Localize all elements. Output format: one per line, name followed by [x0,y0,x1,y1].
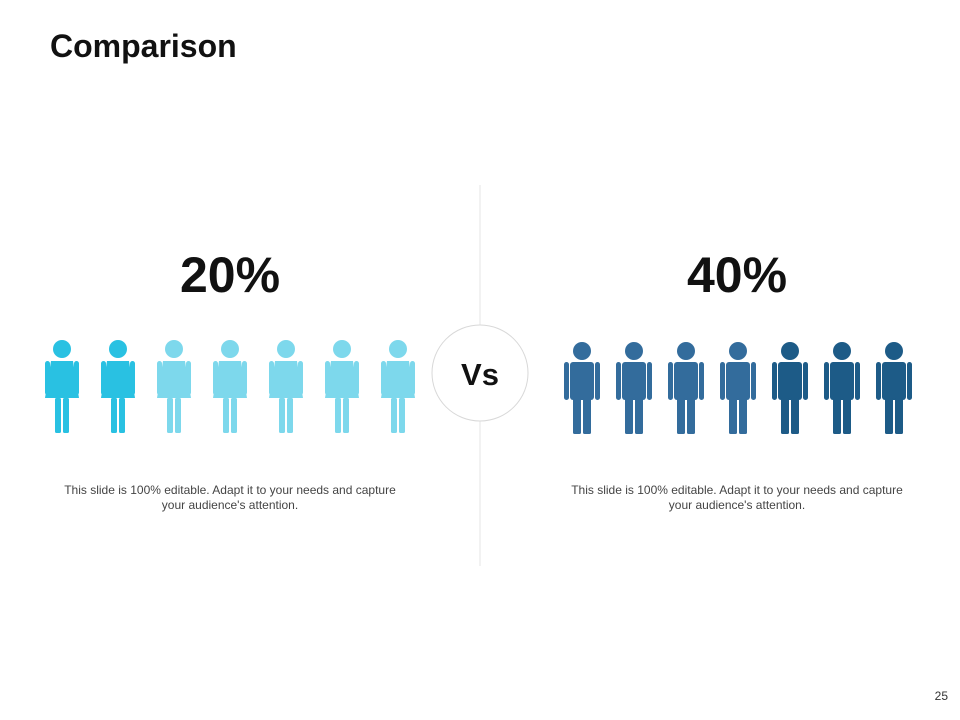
woman-icon [381,340,415,433]
right-percent: 40% [686,247,788,303]
vs-circle [431,324,529,422]
right-icons [564,342,912,434]
page-number: 25 [934,689,948,703]
woman-icon [213,340,247,433]
woman-icon [325,340,359,433]
left-icons [45,340,415,433]
man-icon [720,342,756,434]
man-icon [564,342,600,434]
woman-icon [157,340,191,433]
right-description: This slide is 100% editable. Adapt it to… [571,483,903,512]
woman-icon [269,340,303,433]
woman-icon [45,340,79,433]
man-icon [876,342,912,434]
man-icon [616,342,652,434]
vs-label: Vs [461,357,499,392]
slide-title: Comparison [50,28,237,64]
left-percent: 20% [179,247,281,303]
left-description: This slide is 100% editable. Adapt it to… [64,483,396,512]
man-icon [668,342,704,434]
man-icon [824,342,860,434]
man-icon [772,342,808,434]
woman-icon [101,340,135,433]
